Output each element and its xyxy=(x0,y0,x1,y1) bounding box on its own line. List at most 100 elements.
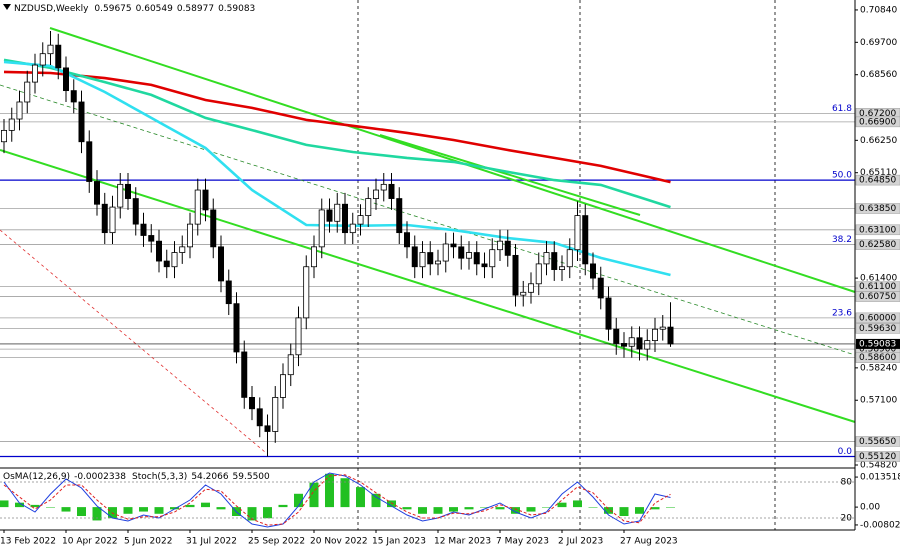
x-tick-label: 15 Jan 2023 xyxy=(372,537,426,547)
candle-body xyxy=(411,246,418,268)
levels-layer: 61.8 50.0 38.2 23.6 0.0 xyxy=(0,104,855,458)
stoch-level-label: 80 xyxy=(841,478,853,488)
channel-line xyxy=(379,134,641,216)
y-tick-label: 0.65110 xyxy=(860,168,897,178)
candle-body xyxy=(434,260,441,265)
level-label: 0.64850 xyxy=(859,176,896,186)
candle-body xyxy=(605,297,612,330)
last-close: 0.59083 xyxy=(218,4,255,14)
candle-body xyxy=(473,252,480,265)
candle-body xyxy=(179,246,186,253)
candle-body xyxy=(566,249,573,268)
candle-body xyxy=(652,328,659,341)
osma-bar xyxy=(170,507,179,510)
osma-bar xyxy=(635,507,644,514)
stoch-line xyxy=(3,472,671,528)
candle-body xyxy=(621,343,628,347)
candle-body xyxy=(496,240,503,251)
stoch-title: Stoch(5,3,3) xyxy=(132,472,187,482)
chart-header: NZDUSD,Weekly 0.59675 0.60549 0.58977 0.5908… xyxy=(14,4,255,14)
osma-bar xyxy=(294,493,303,508)
level-label: 0.58600 xyxy=(859,353,896,363)
candle-body xyxy=(613,328,620,344)
candle-body xyxy=(520,291,527,296)
y-tick-label: 0.58240 xyxy=(860,363,897,373)
level-label: 0.59630 xyxy=(859,324,896,334)
candle-body xyxy=(148,235,155,242)
x-tick-label: 13 Feb 2022 xyxy=(0,537,56,547)
candle-body xyxy=(489,249,496,268)
candle-body xyxy=(0,129,7,143)
candle-body xyxy=(125,183,132,199)
current-price-box xyxy=(856,338,900,349)
osma-bar xyxy=(123,507,133,514)
osma-bar xyxy=(309,482,319,508)
osma-bar xyxy=(604,507,613,514)
candle-body xyxy=(117,183,124,208)
candle-body xyxy=(528,283,535,293)
osma-bar xyxy=(185,504,195,508)
osma-bar xyxy=(325,473,334,508)
level-label-box xyxy=(855,352,900,363)
candle-body xyxy=(217,246,224,282)
candle-body xyxy=(55,44,62,69)
last-open: 0.59675 xyxy=(94,4,131,14)
candle-body xyxy=(264,425,271,432)
moving-average xyxy=(3,58,671,209)
osma-bar xyxy=(46,507,55,508)
candle-body xyxy=(481,263,488,268)
osma-bar xyxy=(15,502,24,508)
osma-bar xyxy=(61,507,71,512)
fib-label: 38.2 xyxy=(832,235,852,245)
candle-body xyxy=(442,243,449,262)
osma-bar xyxy=(340,478,350,508)
trend-lines xyxy=(0,27,856,453)
y-tick-label: 0.00 xyxy=(860,503,880,513)
candle-body xyxy=(186,223,193,248)
candle-body xyxy=(357,215,364,225)
x-tick-label: 7 May 2023 xyxy=(496,537,549,547)
candle-body xyxy=(512,254,519,296)
channel-line xyxy=(0,149,856,423)
level-label: 0.63850 xyxy=(859,204,896,214)
candle-body xyxy=(256,408,263,427)
trend-line xyxy=(0,229,266,453)
level-label: 0.60750 xyxy=(859,292,896,302)
osma-bar xyxy=(139,507,148,512)
candle-body xyxy=(24,81,31,103)
candle-body xyxy=(8,118,15,131)
x-tick-label: 10 Apr 2022 xyxy=(62,537,118,547)
osma-bar xyxy=(526,507,536,512)
stoch-main-last: 54.2066 xyxy=(191,472,228,482)
trend-line xyxy=(0,84,856,356)
osma-bar xyxy=(418,507,427,514)
candle-body xyxy=(241,351,248,398)
fib-label: 50.0 xyxy=(832,171,852,181)
fib-label: 23.6 xyxy=(832,308,852,318)
osma-bar xyxy=(154,507,164,514)
candle-body xyxy=(225,280,232,305)
candle-body xyxy=(504,240,511,256)
candle-body xyxy=(194,189,201,225)
candle-body xyxy=(543,252,550,265)
level-label-box xyxy=(855,451,900,462)
fib-label: 0.0 xyxy=(838,447,853,457)
osma-bar xyxy=(449,507,458,512)
candle-body xyxy=(349,223,356,234)
candle-body xyxy=(427,252,434,265)
osma-bar xyxy=(278,504,288,508)
symbol-title: NZDUSD,Weekly xyxy=(14,4,89,14)
osma-last: -0.0002338 xyxy=(74,472,126,482)
candle-body xyxy=(32,64,39,83)
candle-body xyxy=(628,337,635,347)
osma-bar xyxy=(464,507,474,510)
osma-bar xyxy=(201,502,210,508)
candle-body xyxy=(279,374,286,398)
x-tick-label: 31 Jul 2022 xyxy=(186,537,237,547)
last-high: 0.60549 xyxy=(136,4,173,14)
candle-body xyxy=(295,317,302,356)
candle-body xyxy=(287,354,294,376)
y-tick-label: 0.66250 xyxy=(860,136,897,146)
